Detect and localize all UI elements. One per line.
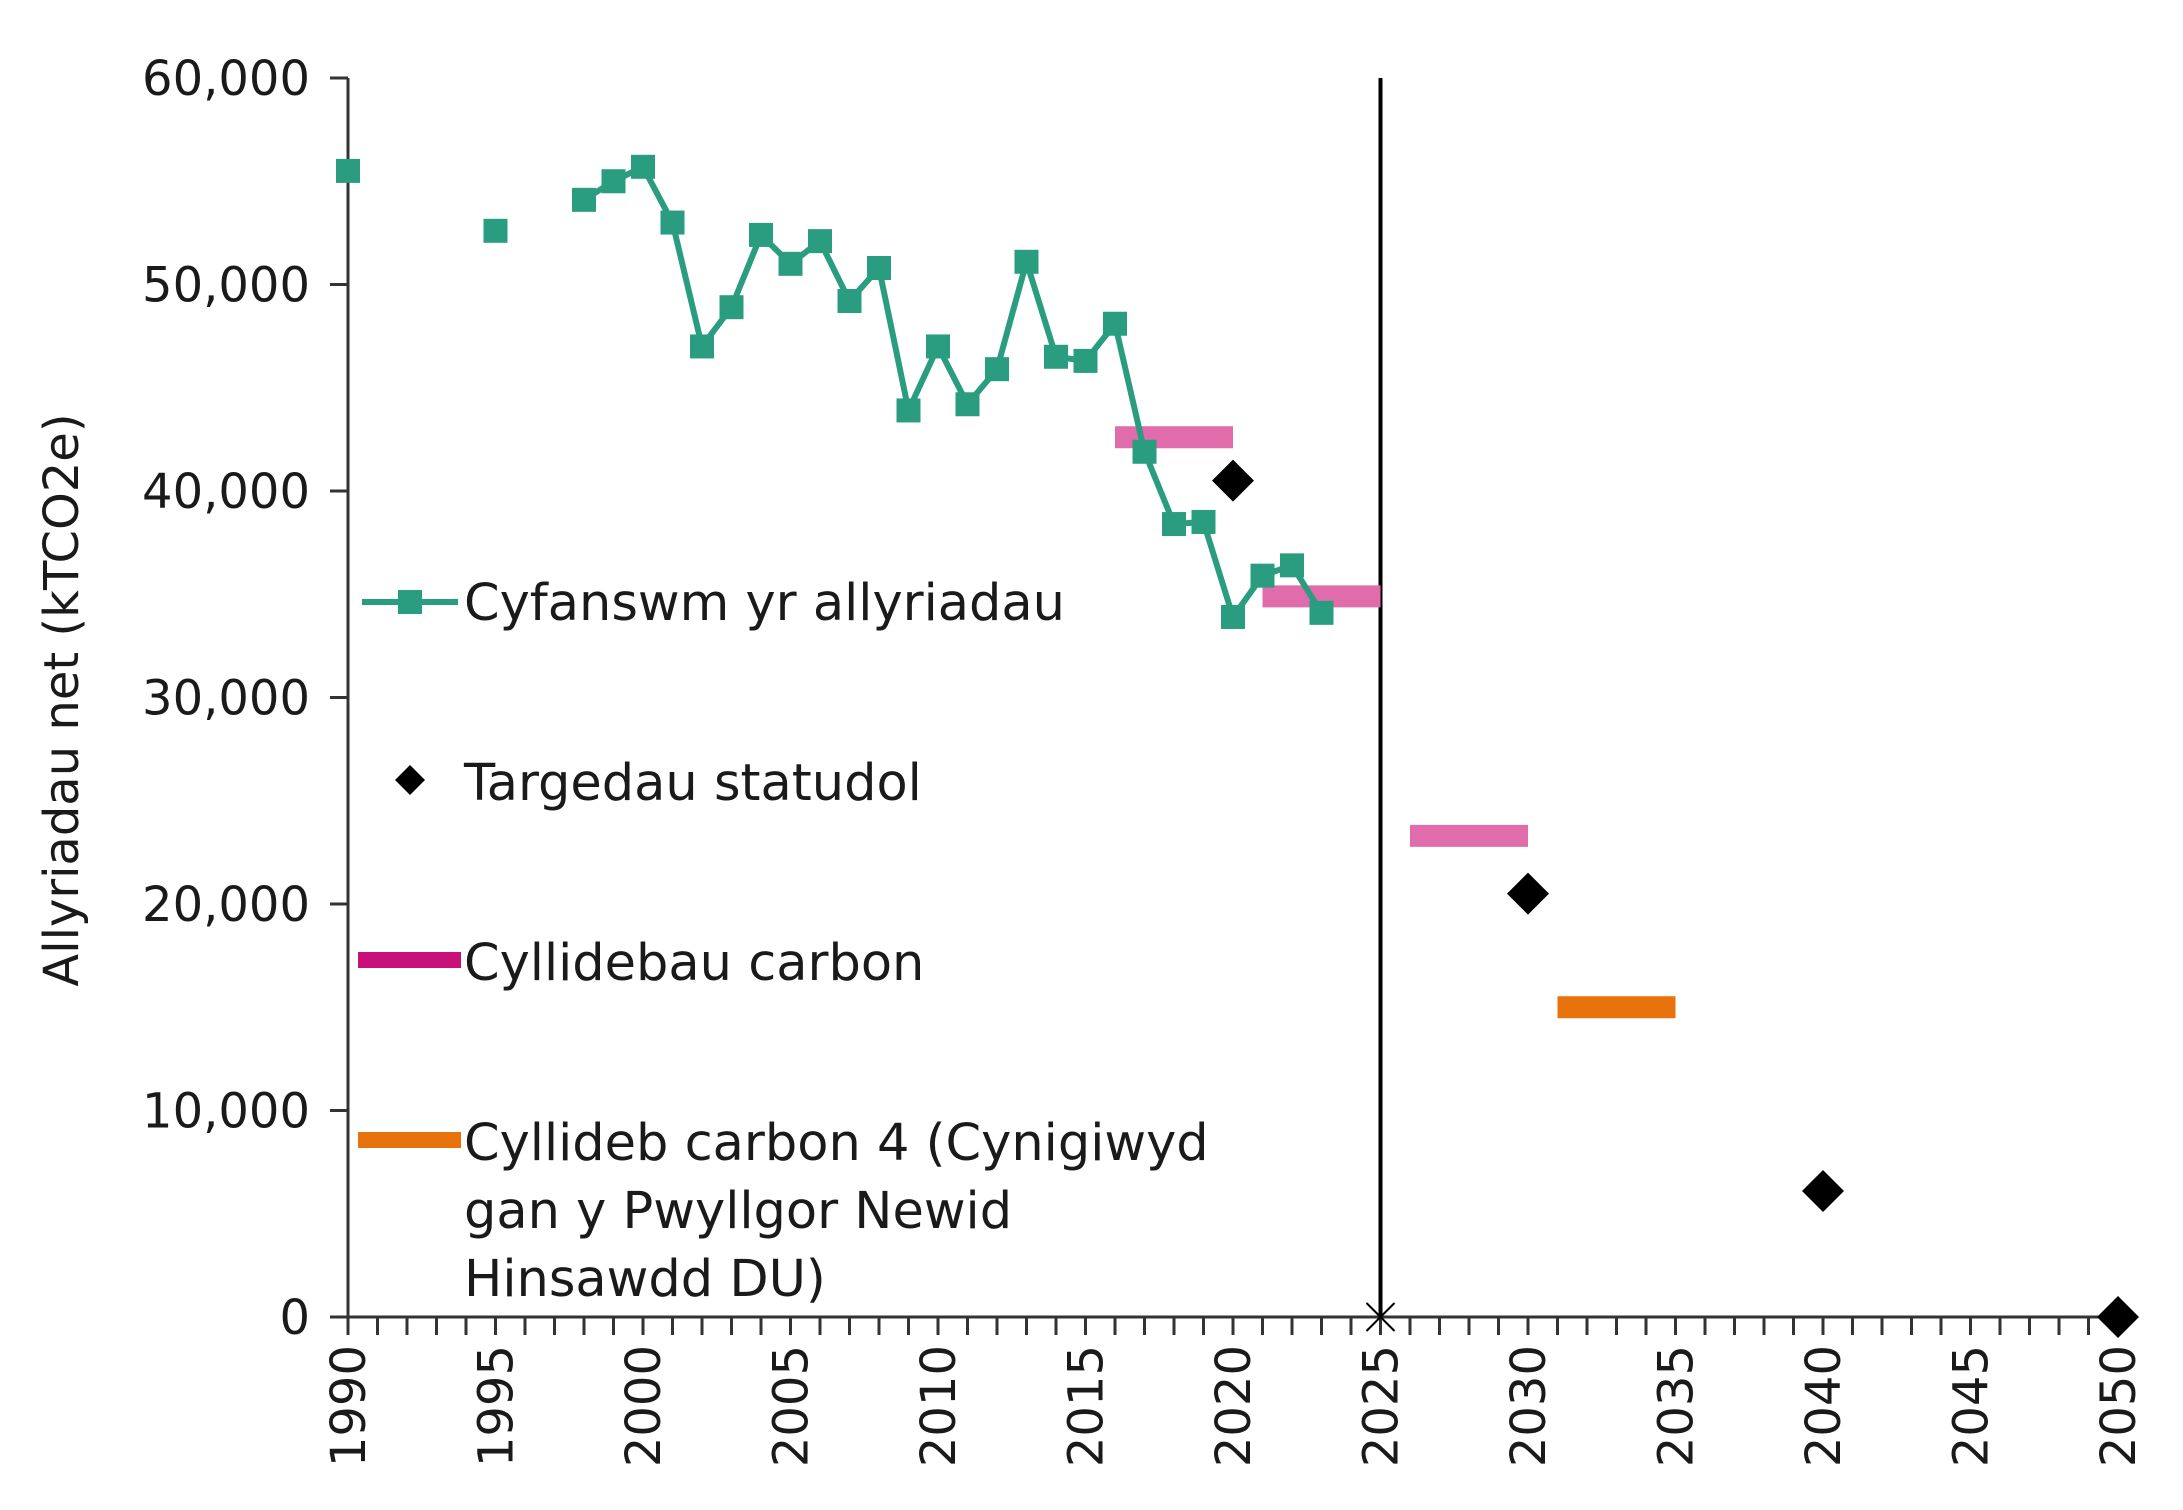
emissions-marker (1044, 344, 1068, 369)
legend: Cyfanswm yr allyriadau Targedau statudol C… (358, 574, 1209, 1309)
x-tick-label: 2005 (764, 1345, 820, 1467)
x-tick-label: 2045 (1944, 1345, 2000, 1467)
emissions-marker (1132, 439, 1157, 464)
emissions-marker (1014, 249, 1039, 274)
legend-label: Targedau statudol (463, 754, 922, 813)
legend-label: gan y Pwyllgor Newid (464, 1182, 1012, 1241)
emissions-marker (572, 187, 596, 212)
emissions-marker (1162, 512, 1186, 537)
emissions-marker (336, 158, 360, 183)
y-tick-label: 10,000 (142, 1084, 310, 1140)
target-marker (1507, 872, 1549, 915)
y-tick-label: 30,000 (142, 671, 310, 727)
y-axis-title: Allyriadau net (kTCO2e) (34, 413, 90, 986)
y-tick-label: 60,000 (142, 51, 310, 107)
legend-item: Targedau statudol (395, 754, 922, 813)
emissions-marker (1280, 553, 1304, 578)
emissions-line-segment (1141, 448, 1177, 528)
emissions-marker (1221, 604, 1245, 629)
target-marker (2097, 1296, 2139, 1338)
emissions-marker (483, 218, 508, 243)
emissions-marker (778, 251, 803, 276)
x-tick-label: 2020 (1206, 1345, 1262, 1467)
x-tick-label: 2040 (1796, 1345, 1852, 1467)
x-tick-label: 2015 (1059, 1345, 1115, 1467)
emissions-line-segment (669, 219, 705, 350)
emissions-marker (808, 229, 832, 254)
y-tick-label: 0 (279, 1290, 310, 1346)
legend-item: Cyllideb carbon 4 (Cynigiwyd gan y Pwyllg… (358, 1114, 1209, 1309)
legend-label: Cyllideb carbon 4 (Cynigiwyd (464, 1114, 1209, 1173)
legend-item: Cyllidebau carbon (358, 934, 924, 993)
y-tick-label: 20,000 (142, 877, 310, 933)
emissions-line-segment (728, 231, 764, 311)
emissions-marker (601, 169, 626, 194)
emissions-line-segment (994, 258, 1030, 373)
divider-cross-mark (1365, 1302, 1396, 1332)
x-tick-label: 2000 (616, 1345, 672, 1467)
emissions-marker (867, 255, 891, 280)
target-marker (1802, 1170, 1844, 1213)
target-marker (1212, 459, 1254, 502)
emissions-marker (985, 357, 1009, 382)
emissions-marker (1073, 348, 1098, 373)
emissions-marker (955, 392, 980, 417)
emissions-marker (1250, 563, 1275, 588)
legend-item: Cyfanswm yr allyriadau (362, 574, 1065, 633)
x-tick-label: 2010 (911, 1345, 967, 1467)
x-tick-label: 2050 (2091, 1345, 2147, 1467)
legend-label: Cyfanswm yr allyriadau (464, 574, 1065, 633)
emissions-marker (896, 398, 921, 423)
legend-swatch-marker (398, 590, 422, 614)
legend-label: Cyllidebau carbon (464, 934, 924, 993)
emissions-marker (719, 295, 744, 320)
legend-swatch-diamond (395, 765, 425, 795)
y-axis-ticks: 0 10,000 20,000 30,000 40,000 50,000 60,000 (142, 51, 348, 1346)
emissions-line-segment (1200, 518, 1236, 620)
x-tick-label: 2035 (1649, 1345, 1705, 1467)
y-tick-label: 40,000 (142, 464, 310, 520)
emissions-marker (1191, 509, 1216, 534)
y-tick-label: 50,000 (142, 258, 310, 314)
emissions-marker (1103, 311, 1127, 336)
emissions-marker (1309, 600, 1334, 625)
emissions-marker (660, 210, 685, 235)
emissions-marker (926, 334, 950, 359)
emissions-line-segment (876, 264, 912, 414)
emissions-marker (837, 289, 862, 314)
plot-area (336, 78, 2139, 1338)
emissions-line-segment (1112, 320, 1148, 455)
legend-label: Hinsawdd DU) (464, 1250, 826, 1309)
emissions-marker (749, 222, 773, 247)
x-tick-label: 2025 (1354, 1345, 1410, 1467)
x-tick-label: 1995 (469, 1345, 525, 1467)
x-axis-ticks: 1990 1995 2000 2005 2010 2015 2020 2025 2030 2035… (321, 1317, 2147, 1467)
emissions-marker (690, 334, 714, 359)
x-tick-label: 2030 (1501, 1345, 1557, 1467)
x-tick-label: 1990 (321, 1345, 377, 1467)
emissions-marker (631, 154, 655, 179)
emissions-line-segment (1023, 258, 1059, 360)
